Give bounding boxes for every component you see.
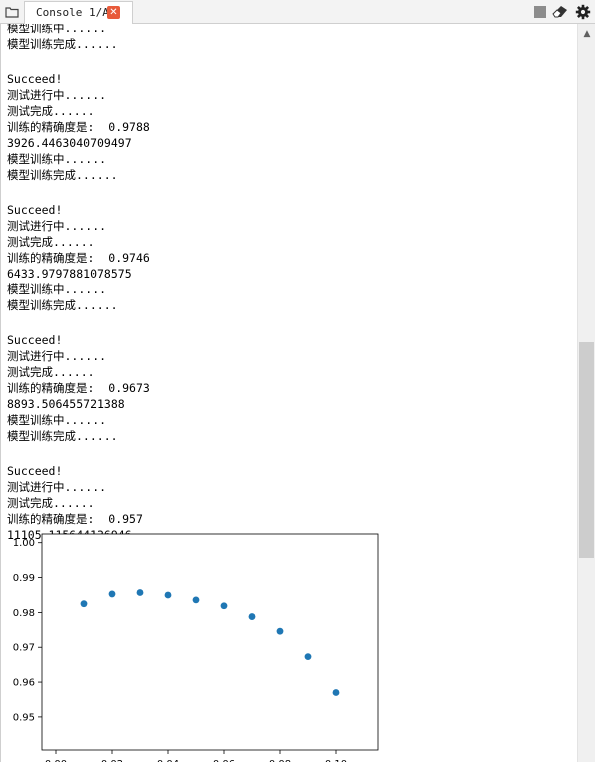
- x-tick-label: 0.10: [325, 759, 347, 762]
- close-icon[interactable]: ✕: [107, 6, 120, 19]
- console-line: Succeed!: [7, 72, 63, 86]
- console-line: 模型训练完成......: [7, 37, 118, 51]
- y-tick-label: 0.99: [13, 573, 35, 584]
- console-line: 测试进行中......: [7, 480, 107, 494]
- x-tick-label: 0.00: [45, 759, 67, 762]
- console-line: Succeed!: [7, 333, 63, 347]
- console-line: 训练的精确度是: 0.9673: [7, 381, 150, 395]
- x-tick-label: 0.02: [101, 759, 123, 762]
- x-tick-label: 0.08: [269, 759, 291, 762]
- scatter-points: [80, 589, 340, 696]
- console-line: 模型训练完成......: [7, 168, 118, 182]
- console-line: 测试完成......: [7, 365, 95, 379]
- plot-axes-frame: [41, 533, 379, 751]
- x-tick-label: 0.06: [213, 759, 235, 762]
- scatter-point: [164, 591, 172, 599]
- console-line: 训练的精确度是: 0.957: [7, 512, 143, 526]
- scatter-point: [220, 602, 228, 610]
- scroll-up-arrow-icon[interactable]: ▲: [583, 29, 591, 39]
- console-line: 测试完成......: [7, 235, 95, 249]
- console-line: 模型训练中......: [7, 24, 107, 35]
- scrollbar-thumb[interactable]: [579, 342, 594, 558]
- scatter-point: [136, 589, 144, 596]
- console-line: 3926.4463040709497: [7, 136, 132, 150]
- console-line: Succeed!: [7, 203, 63, 217]
- scatter-point: [276, 627, 284, 635]
- accuracy-scatter-plot: 0.950.960.970.980.991.00 0.000.020.040.0…: [13, 533, 379, 762]
- scatter-point: [192, 596, 200, 604]
- console-line: 模型训练完成......: [7, 429, 118, 443]
- gear-icon[interactable]: [575, 4, 591, 20]
- console-line: 训练的精确度是: 0.9746: [7, 251, 150, 265]
- console-line: 测试进行中......: [7, 88, 107, 102]
- console-line: 测试进行中......: [7, 219, 107, 233]
- y-tick-label: 0.95: [13, 712, 35, 723]
- y-tick-label: 0.97: [13, 643, 35, 654]
- stop-icon[interactable]: [532, 4, 548, 20]
- console-line: 测试完成......: [7, 496, 95, 510]
- console-line: 8893.506455721388: [7, 397, 125, 411]
- y-tick-label: 0.98: [13, 608, 35, 619]
- x-tick-label: 0.04: [157, 759, 179, 762]
- console-line: 训练的精确度是: 0.9788: [7, 120, 150, 134]
- eraser-icon[interactable]: [552, 4, 568, 20]
- tab-bar: Console 1/A ✕: [0, 0, 595, 24]
- y-tick-label: 1.00: [13, 538, 35, 549]
- vertical-scrollbar[interactable]: ▲: [577, 24, 595, 762]
- scatter-point: [248, 613, 256, 620]
- y-tick-label: 0.96: [13, 678, 35, 689]
- tab-console[interactable]: Console 1/A ✕: [24, 1, 133, 24]
- x-axis: 0.00 0.02 0.04 0.06 0.08 0.10: [45, 750, 347, 762]
- console-line: 模型训练中......: [7, 282, 107, 296]
- scatter-point: [304, 653, 312, 661]
- console-line: 6433.9797881078575: [7, 267, 132, 281]
- folder-icon[interactable]: [4, 4, 20, 20]
- tab-console-label: Console 1/A: [36, 6, 109, 19]
- console-line: 模型训练中......: [7, 152, 107, 166]
- console-line: Succeed!: [7, 464, 63, 478]
- console-line: 测试完成......: [7, 104, 95, 118]
- console-line: 模型训练完成......: [7, 298, 118, 312]
- console-output[interactable]: 模型训练中...... 模型训练完成...... Succeed! 测试进行中....…: [0, 24, 577, 762]
- scatter-point: [108, 590, 116, 598]
- y-axis: 0.95 0.96 0.97 0.98 0.99 1.00: [13, 538, 42, 723]
- scatter-point: [332, 689, 340, 696]
- console-line: 模型训练中......: [7, 413, 107, 427]
- console-line: 测试进行中......: [7, 349, 107, 363]
- scatter-point: [80, 600, 88, 608]
